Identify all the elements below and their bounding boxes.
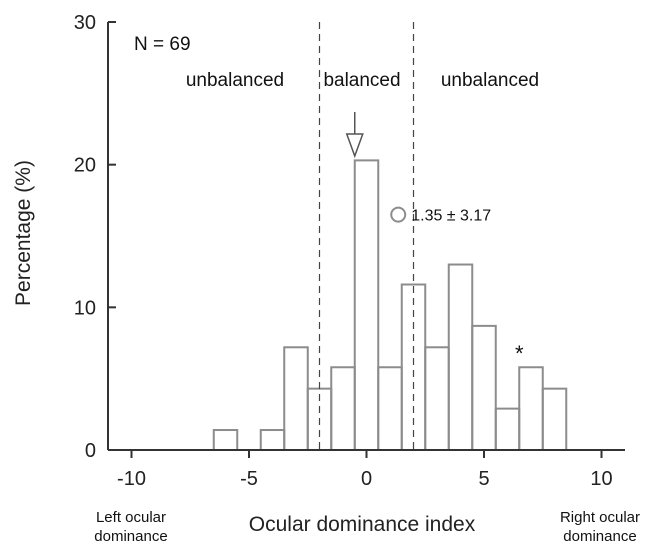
- histogram-bar: [377, 366, 403, 451]
- histogram-bar: [518, 366, 544, 451]
- annotation-marks: [345, 112, 407, 223]
- axes-group: 0 10 20 30 -10 -5 0 5 10: [74, 12, 625, 490]
- y-tick-label: 0: [85, 440, 96, 462]
- x-axis-label: Ocular dominance index: [249, 513, 476, 536]
- right-end-label-line2: dominance: [563, 528, 636, 545]
- histogram-bar: [212, 429, 239, 452]
- histogram-bar: [447, 263, 474, 451]
- histogram-bar: [471, 324, 497, 452]
- right-end-label-line1: Right ocular: [560, 509, 640, 526]
- y-tick-label: 10: [74, 297, 96, 319]
- histogram-bar: [494, 407, 521, 452]
- histogram-bar: [259, 429, 286, 452]
- histogram-bar: [353, 159, 380, 452]
- n-count-label: N = 69: [134, 34, 191, 55]
- peak-arrow-head: [345, 133, 364, 159]
- y-axis-label: Percentage (%): [12, 160, 35, 306]
- x-tick-label: 5: [478, 468, 489, 490]
- region-label-center: balanced: [323, 70, 400, 91]
- left-end-label-line1: Left ocular: [96, 509, 166, 526]
- region-label-right: unbalanced: [441, 70, 539, 91]
- y-tick-label: 20: [74, 155, 96, 177]
- mean-sd-label: 1.35 ± 3.17: [411, 208, 491, 225]
- x-tick-label: -5: [240, 468, 258, 490]
- histogram-bar: [424, 346, 450, 451]
- bars-group: [212, 159, 568, 452]
- histogram-bar: [330, 366, 356, 451]
- significance-asterisk: *: [515, 341, 524, 366]
- y-tick-label: 30: [74, 12, 96, 34]
- mean-marker-circle: [390, 206, 407, 223]
- histogram-bar: [400, 283, 427, 451]
- x-tick-label: -10: [117, 468, 146, 490]
- x-tick-label: 10: [590, 468, 612, 490]
- x-tick-label: 0: [361, 468, 372, 490]
- histogram-bar: [541, 387, 568, 451]
- left-end-label-line2: dominance: [94, 528, 167, 545]
- histogram-bar: [283, 346, 309, 451]
- region-label-left: unbalanced: [186, 70, 284, 91]
